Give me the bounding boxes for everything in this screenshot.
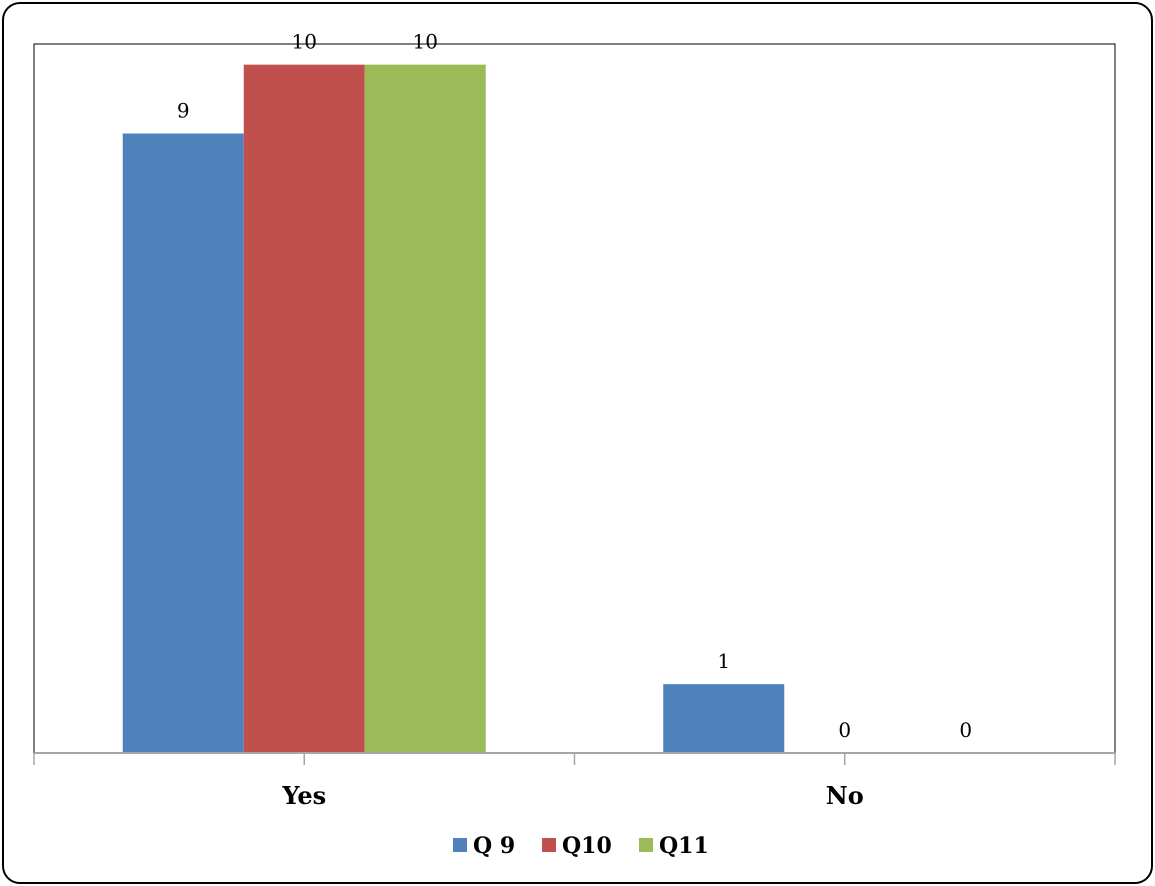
bar-yes-q10 xyxy=(243,64,365,753)
legend-label: Q 9 xyxy=(473,833,515,859)
bar-yes-q11 xyxy=(364,64,486,753)
x-axis: Yes No xyxy=(33,752,1116,810)
legend-swatch xyxy=(542,838,556,852)
data-label: 0 xyxy=(838,718,851,742)
legend: Q 9 Q10 Q11 xyxy=(453,833,709,859)
category-label: No xyxy=(826,781,864,810)
legend-swatch xyxy=(639,838,653,852)
bar-no-q9 xyxy=(663,684,785,753)
bar-yes-q9 xyxy=(122,133,244,753)
data-label: 1 xyxy=(717,649,730,673)
data-label: 9 xyxy=(177,98,190,122)
legend-swatch xyxy=(453,838,467,852)
legend-label: Q11 xyxy=(659,833,709,859)
bars-layer xyxy=(122,64,785,753)
category-label: Yes xyxy=(281,781,326,810)
data-label: 10 xyxy=(292,30,317,54)
data-label: 10 xyxy=(413,30,438,54)
legend-label: Q10 xyxy=(562,833,612,859)
data-label: 0 xyxy=(959,718,972,742)
